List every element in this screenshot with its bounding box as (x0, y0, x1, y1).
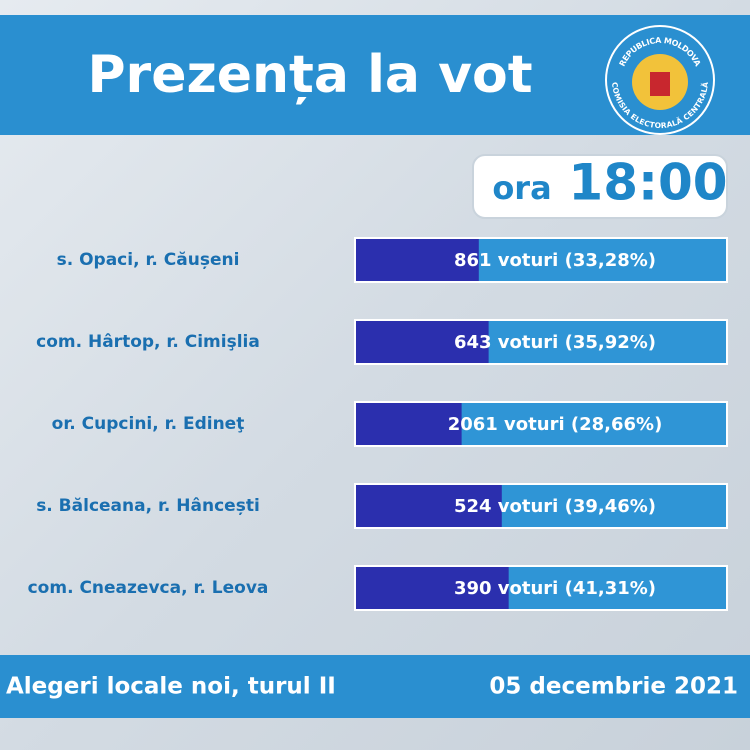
value-label: 524 voturi (39,46%) (454, 496, 656, 517)
category-label: com. Hârtop, r. Cimişlia (36, 332, 260, 352)
bar (356, 321, 489, 363)
footer-left: Alegeri locale noi, turul II (6, 674, 336, 700)
time: 18:00 (568, 154, 727, 212)
category-label: s. Opaci, r. Căușeni (57, 250, 240, 270)
bar (356, 567, 509, 609)
footer-band (0, 655, 750, 718)
bar (356, 239, 479, 281)
bar (356, 485, 502, 527)
bar (356, 403, 462, 445)
title: Prezența la vot (87, 45, 532, 105)
logo-shield (650, 72, 670, 96)
value-label: 2061 voturi (28,66%) (448, 414, 663, 435)
category-label: com. Cneazevca, r. Leova (28, 578, 269, 598)
category-label: or. Cupcini, r. Edineţ (52, 414, 245, 434)
category-label: s. Bălceana, r. Hâncești (36, 496, 260, 516)
value-label: 643 voturi (35,92%) (454, 332, 656, 353)
footer-right: 05 decembrie 2021 (489, 674, 738, 700)
time-box (472, 154, 728, 219)
value-label: 861 voturi (33,28%) (454, 250, 656, 271)
time-prefix: ora (492, 169, 551, 207)
value-label: 390 voturi (41,31%) (454, 578, 656, 599)
